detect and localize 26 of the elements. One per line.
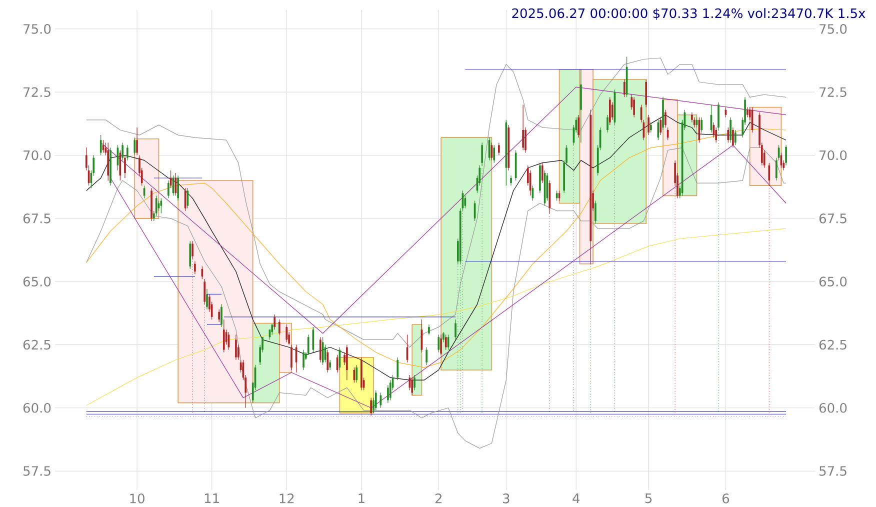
y2-tick-label: 57.5	[820, 466, 846, 476]
y-tick-label: 57.5	[24, 466, 50, 476]
y-tick-label: 75.0	[24, 24, 51, 34]
y2-tick-label: 65.0	[819, 276, 847, 287]
y2-tick-label: 70.0	[820, 150, 847, 160]
x-tick-label: 5	[645, 494, 652, 504]
chart-title: 2025.06.27 00:00:00 $70.33 1.24% vol:23470.7K 1.5x	[512, 8, 866, 20]
y2-tick-label: 75.0	[820, 24, 847, 34]
y-tick-label: 72.5	[24, 87, 50, 98]
y-tick-label: 60.0	[23, 403, 51, 413]
y2-tick-label: 60.0	[819, 403, 847, 413]
x-tick-label: 6	[722, 494, 730, 504]
y-tick-label: 62.5	[23, 340, 50, 350]
x-tick-label: 2	[435, 494, 442, 504]
y2-tick-label: 72.5	[820, 87, 846, 98]
x-tick-label: 11	[204, 494, 219, 504]
x-tick-label: 1	[358, 494, 364, 504]
y-tick-label: 67.5	[23, 214, 50, 224]
x-tick-label: 10	[130, 494, 144, 504]
y-tick-label: 70.0	[24, 150, 51, 160]
x-tick-label: 12	[280, 494, 294, 504]
y2-tick-label: 67.5	[819, 214, 846, 224]
y-tick-label: 65.0	[23, 276, 51, 287]
x-tick-label: 3	[503, 494, 510, 504]
x-tick-label: 4	[572, 494, 580, 504]
y2-tick-label: 62.5	[819, 340, 846, 350]
